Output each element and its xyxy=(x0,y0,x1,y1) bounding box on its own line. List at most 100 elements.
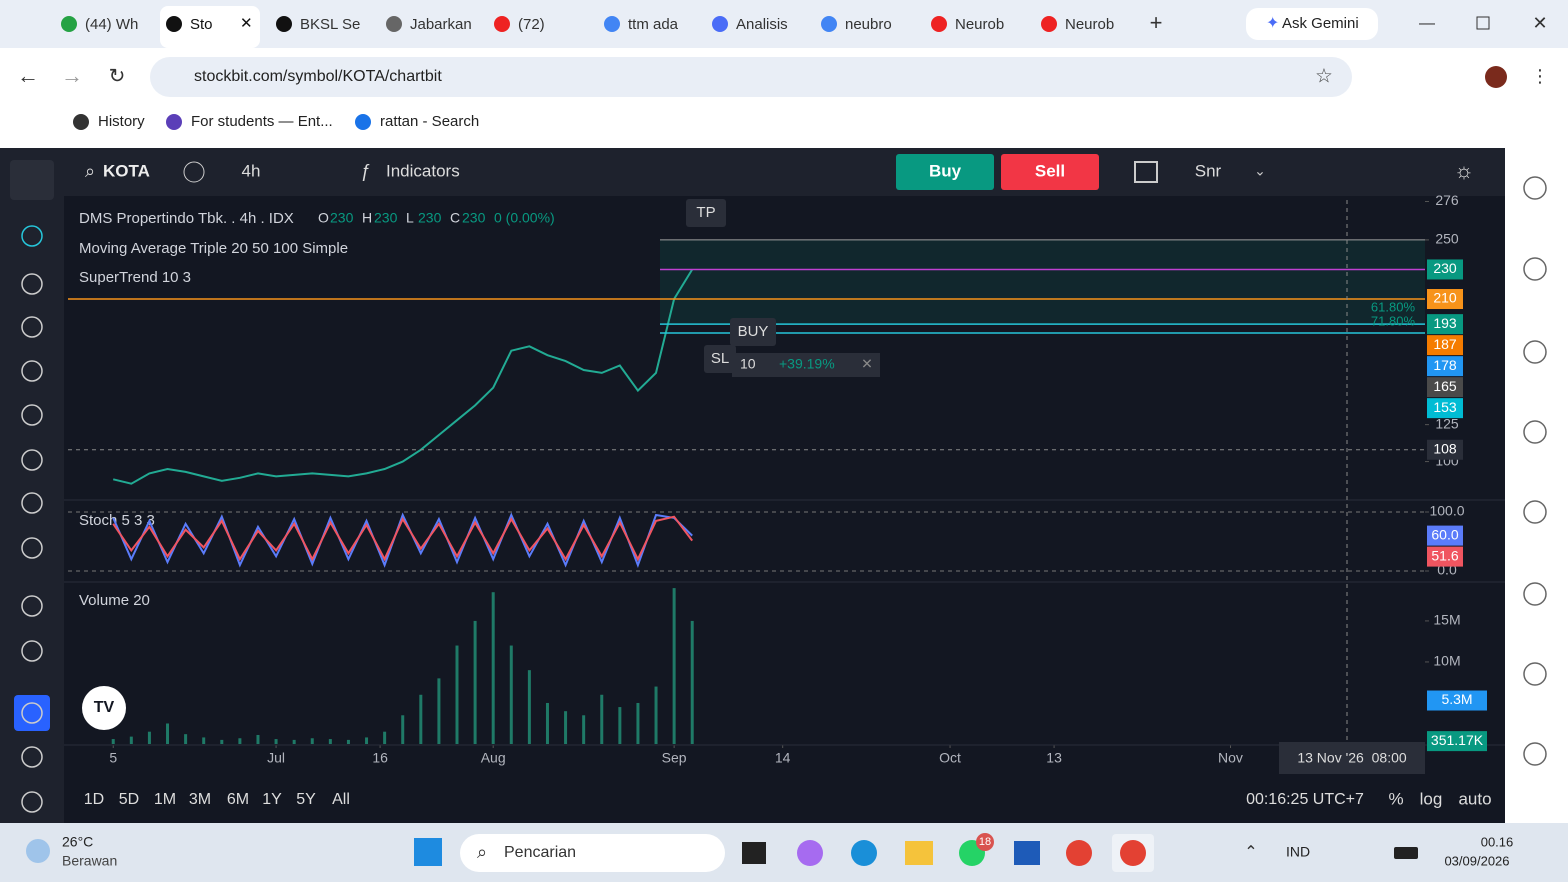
tool-icon[interactable] xyxy=(21,537,43,559)
price-tag xyxy=(1427,314,1463,335)
tool-icon[interactable] xyxy=(21,746,43,768)
tp-label[interactable]: TP xyxy=(696,204,715,221)
tab-title[interactable]: neubro xyxy=(845,16,892,33)
forward[interactable]: → xyxy=(61,63,83,88)
volume-bar xyxy=(310,738,314,744)
sidebar-icon[interactable] xyxy=(1523,420,1547,444)
range-button[interactable]: 1M xyxy=(154,791,176,808)
tool-active[interactable] xyxy=(14,695,50,731)
range-button[interactable]: 1Y xyxy=(262,791,282,808)
buy-order[interactable]: BUY xyxy=(738,323,769,340)
app-icon[interactable] xyxy=(905,841,933,865)
sell-button[interactable] xyxy=(1001,154,1099,190)
app-icon[interactable] xyxy=(1014,841,1040,865)
scale-option[interactable]: log xyxy=(1420,789,1443,808)
buy-label[interactable]: Buy xyxy=(929,161,962,180)
compare[interactable] xyxy=(183,161,205,183)
scale-option[interactable]: auto xyxy=(1458,789,1491,808)
theme[interactable]: ☼ xyxy=(1454,158,1474,183)
tab-title[interactable]: ttm ada xyxy=(628,16,679,33)
bookmark[interactable]: For students — Ent... xyxy=(191,113,333,130)
tab-icon xyxy=(604,16,620,32)
range-button[interactable]: 5D xyxy=(119,791,139,808)
order-close[interactable]: ✕ xyxy=(861,356,873,372)
search-text[interactable]: Pencarian xyxy=(504,844,576,861)
indicators[interactable]: Indicators xyxy=(386,161,460,180)
url[interactable]: stockbit.com/symbol/KOTA/chartbit xyxy=(194,68,442,85)
range-button[interactable]: 6M xyxy=(227,791,249,808)
reload[interactable]: ↻ xyxy=(109,65,126,87)
symbol[interactable]: KOTA xyxy=(103,161,150,180)
minimize[interactable]: — xyxy=(1419,15,1435,32)
sidebar-icon[interactable] xyxy=(1523,500,1547,524)
search-box[interactable] xyxy=(460,834,725,872)
tool-icon[interactable] xyxy=(21,791,43,813)
tab-title[interactable]: Jabarkan xyxy=(410,16,472,33)
menu[interactable]: ⋮ xyxy=(1531,66,1549,86)
tab-title[interactable]: (44) Wh xyxy=(85,16,138,33)
sidebar-icon[interactable] xyxy=(1523,662,1547,686)
tab-title[interactable]: Neurob xyxy=(955,16,1004,33)
new-tab[interactable]: + xyxy=(1150,10,1163,35)
tool-icon[interactable] xyxy=(21,225,43,247)
app-icon[interactable] xyxy=(1066,840,1092,866)
maximize[interactable] xyxy=(1476,16,1490,30)
sidebar-icon[interactable] xyxy=(1523,176,1547,200)
tab-close[interactable]: ✕ xyxy=(240,15,253,32)
layout-icon[interactable] xyxy=(1134,161,1158,183)
tool-icon[interactable] xyxy=(21,702,43,724)
close[interactable]: ✕ xyxy=(1532,13,1547,33)
gemini-label[interactable]: Ask Gemini xyxy=(1282,15,1359,32)
tool-icon[interactable] xyxy=(21,316,43,338)
tab-title[interactable]: Sto xyxy=(190,16,213,33)
clock: 00:16:25 UTC+7 xyxy=(1246,791,1364,808)
language[interactable]: IND xyxy=(1286,844,1310,860)
sidebar-icon[interactable] xyxy=(1523,582,1547,606)
template-caret[interactable]: ⌄ xyxy=(1254,163,1266,179)
tool-icon[interactable] xyxy=(21,449,43,471)
active-tab[interactable] xyxy=(160,6,260,48)
range-button[interactable]: 5Y xyxy=(296,791,316,808)
sl-box[interactable] xyxy=(704,345,736,373)
tool-icon[interactable] xyxy=(21,360,43,382)
start[interactable] xyxy=(414,838,442,866)
profile[interactable] xyxy=(1485,66,1507,88)
bookmark[interactable]: rattan - Search xyxy=(380,113,479,130)
bookmark-star[interactable]: ☆ xyxy=(1315,65,1333,87)
omnibox[interactable] xyxy=(150,57,1352,97)
sell-label[interactable]: Sell xyxy=(1035,161,1065,180)
tab-title[interactable]: (72) xyxy=(518,16,545,33)
search-icon[interactable]: ⌕ xyxy=(85,161,95,181)
tab-title[interactable]: Neurob xyxy=(1065,16,1114,33)
back[interactable]: ← xyxy=(17,63,39,88)
app-icon[interactable] xyxy=(742,842,766,864)
tool-icon[interactable] xyxy=(21,404,43,426)
sidebar-icon[interactable] xyxy=(1523,340,1547,364)
tray-caret[interactable]: ⌃ xyxy=(1244,844,1257,861)
sl-label[interactable]: SL xyxy=(711,350,729,367)
sidebar-icon[interactable] xyxy=(1523,257,1547,281)
range-button[interactable]: All xyxy=(332,791,350,808)
app-logo[interactable] xyxy=(10,160,54,200)
tool-icon[interactable] xyxy=(21,595,43,617)
buy-box[interactable] xyxy=(730,318,776,346)
tab-title[interactable]: BKSL Se xyxy=(300,16,360,33)
buy-button[interactable] xyxy=(896,154,994,190)
bookmark[interactable]: History xyxy=(98,113,145,130)
sidebar-icon[interactable] xyxy=(1523,742,1547,766)
app-icon[interactable] xyxy=(1120,840,1146,866)
tp-box[interactable] xyxy=(686,199,726,227)
tool-icon[interactable] xyxy=(21,492,43,514)
tool-icon[interactable] xyxy=(21,640,43,662)
interval[interactable]: 4h xyxy=(242,161,261,180)
tab-title[interactable]: Analisis xyxy=(736,16,788,33)
badge xyxy=(976,833,994,851)
scale-option[interactable]: % xyxy=(1388,789,1403,808)
range-button[interactable]: 3M xyxy=(189,791,211,808)
app-icon[interactable] xyxy=(797,840,823,866)
gemini-button[interactable] xyxy=(1246,8,1378,40)
app-icon[interactable] xyxy=(851,840,877,866)
tool-icon[interactable] xyxy=(21,273,43,295)
range-button[interactable]: 1D xyxy=(84,791,104,808)
template[interactable]: Snr xyxy=(1195,161,1222,180)
